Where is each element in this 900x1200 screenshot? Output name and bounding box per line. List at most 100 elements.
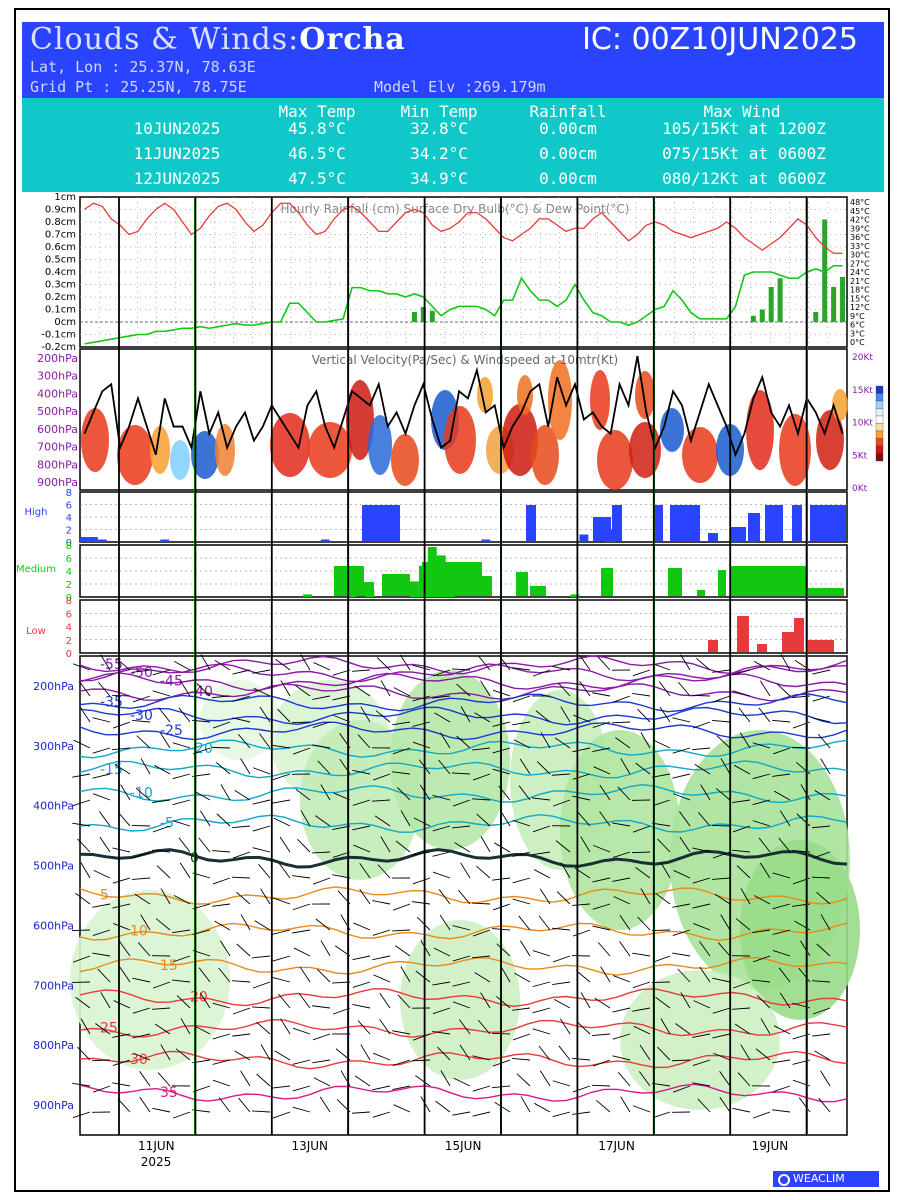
wind-barb — [159, 732, 171, 749]
y-tick-label-right: 27°C — [850, 259, 870, 268]
row-date: 10JUN2025 — [133, 119, 221, 138]
wind-barb — [673, 870, 691, 879]
wind-barb — [752, 742, 771, 749]
rain-bar — [840, 277, 846, 322]
cloud-block — [708, 533, 718, 541]
wind-barb — [452, 799, 471, 807]
wind-barb — [359, 888, 371, 905]
velocity-region — [779, 414, 811, 486]
humidity-region — [740, 840, 860, 1020]
y-tick-label: -0.2cm — [41, 342, 76, 353]
y-tick-label-right: 42°C — [850, 216, 870, 225]
wind-barb — [395, 840, 411, 853]
cloud-block — [364, 582, 374, 596]
wind-barb — [372, 900, 391, 905]
wind-barb — [494, 1101, 511, 1113]
wind-barb — [400, 810, 411, 827]
wind-barb — [535, 710, 551, 723]
velocity-region — [682, 427, 718, 483]
wind-barb — [454, 842, 471, 853]
wind-barb — [572, 795, 591, 801]
wind-barb — [552, 1111, 571, 1118]
wind-barb — [512, 695, 531, 703]
wind-barb — [232, 1033, 251, 1037]
cloud-block — [708, 640, 718, 652]
wind-barb — [139, 1071, 151, 1087]
weaclim-logo: WEACLIM — [773, 1171, 879, 1187]
velocity-region — [270, 413, 310, 477]
wind-barb — [672, 952, 691, 957]
cloud-block — [806, 588, 844, 596]
wind-barb — [214, 920, 231, 931]
wind-barb — [699, 941, 711, 957]
wind-barb — [812, 980, 831, 983]
y-tick-label: 0.5cm — [45, 255, 76, 266]
wind-barb — [119, 966, 131, 983]
wind-barb — [373, 1052, 391, 1061]
wind-barb — [672, 929, 691, 937]
colorbar-swatch — [875, 400, 884, 409]
wind-barb — [179, 862, 191, 879]
wind-barb — [452, 1001, 471, 1009]
wind-barb — [593, 844, 611, 853]
cloud-block — [601, 568, 613, 596]
velocity-region — [170, 440, 190, 480]
wind-barb — [392, 771, 411, 775]
wind-barb — [773, 1025, 791, 1035]
y-tick-label: 700hPa — [37, 441, 78, 454]
wind-barb — [236, 943, 251, 957]
wind-barb — [353, 844, 371, 853]
x-tick-label: 13JUN — [291, 1139, 328, 1153]
wind-barb — [132, 719, 151, 723]
wind-barb — [272, 976, 291, 983]
wind-barb — [672, 773, 691, 779]
wind-barb — [752, 955, 771, 963]
cloud-bar — [88, 537, 98, 542]
colorbar-swatch — [875, 415, 884, 424]
wind-barb — [579, 681, 591, 697]
wind-barb — [672, 1085, 691, 1093]
y-tick-label: 800hPa — [33, 1039, 74, 1052]
y-tick-label-right: 33°C — [850, 242, 870, 251]
wind-barb — [478, 655, 491, 671]
wind-barb — [92, 952, 111, 957]
wind-barb — [456, 735, 471, 749]
wind-barb — [678, 681, 691, 697]
wind-barb — [312, 1033, 331, 1041]
row-wind: 105/15Kt at 1200Z — [662, 119, 826, 138]
wind-barb — [231, 876, 251, 879]
wind-barb — [472, 1055, 491, 1061]
cloud-bar — [160, 539, 170, 542]
wind-barb — [71, 929, 91, 932]
panel2-title: Vertical Velocity(Pa/Sec) & Windspeed at… — [312, 353, 618, 367]
wind-barb — [252, 799, 271, 805]
wind-barb — [552, 981, 571, 986]
wind-barb — [252, 955, 271, 959]
y-tick-label: 0.7cm — [45, 230, 76, 241]
wind-barb — [612, 851, 631, 859]
cloud-block — [737, 616, 749, 652]
rain-bar — [420, 307, 426, 322]
wind-barb — [512, 1033, 531, 1041]
wind-barb — [357, 734, 371, 749]
y-tick-label-right: 18°C — [850, 286, 870, 295]
y-tick-label: 0.6cm — [45, 242, 76, 253]
wind-barb — [152, 981, 171, 989]
wind-barb — [132, 695, 151, 703]
velocity-colorbar — [875, 385, 884, 462]
contour-label: 20 — [190, 989, 208, 1005]
wind-barb — [732, 690, 751, 697]
cloud-block — [730, 527, 746, 541]
cloud-block — [382, 574, 410, 596]
wind-barb — [72, 663, 91, 671]
wind-barb — [512, 721, 531, 726]
velocity-region — [531, 425, 559, 485]
y-tick-label: 300hPa — [37, 370, 78, 383]
wind-barb — [452, 925, 471, 931]
row-rain: 0.00cm — [539, 169, 597, 188]
wind-barb — [480, 680, 491, 697]
wind-barb — [780, 810, 791, 827]
wind-barb — [652, 1111, 671, 1119]
wind-barb — [415, 970, 431, 983]
y-tick-label: 400hPa — [33, 800, 74, 813]
